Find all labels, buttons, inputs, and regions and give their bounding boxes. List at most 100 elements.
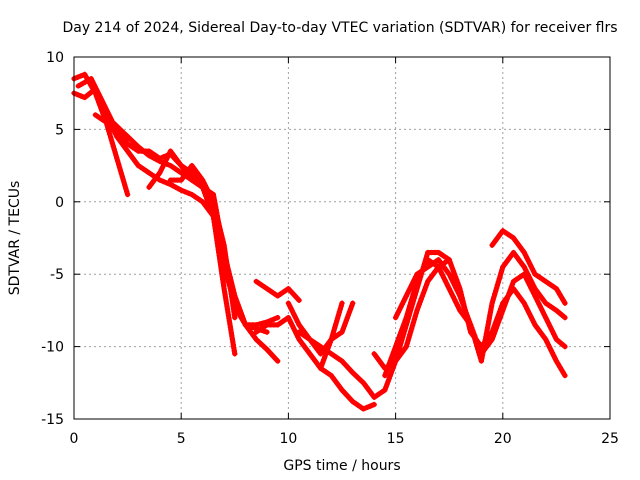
data-point [261, 284, 267, 290]
data-point [458, 296, 464, 302]
data-point [424, 281, 430, 287]
data-point [499, 267, 505, 273]
data-point [409, 282, 415, 288]
data-point [441, 253, 447, 259]
data-point [398, 304, 404, 310]
data-point [388, 370, 394, 376]
data-point [549, 328, 555, 334]
data-point [450, 268, 457, 274]
data-point [416, 302, 422, 308]
data-point [325, 345, 331, 351]
data-point [498, 313, 504, 319]
data-point [349, 303, 355, 309]
data-point [494, 322, 501, 328]
data-point [341, 323, 347, 329]
data-point [91, 81, 97, 87]
data-point [536, 301, 542, 307]
data-point [385, 378, 391, 384]
data-point [472, 337, 478, 343]
data-point [396, 335, 402, 341]
data-point [556, 310, 562, 316]
data-point [527, 260, 533, 266]
data-point [178, 187, 184, 193]
data-point [206, 191, 212, 197]
data-point [548, 325, 554, 332]
data-point [423, 284, 429, 290]
data-point [336, 331, 342, 337]
data-point [430, 260, 436, 266]
data-point [250, 322, 256, 328]
data-point [121, 179, 127, 186]
data-point [205, 199, 211, 205]
data-point [402, 317, 408, 324]
data-point [105, 125, 111, 131]
data-point [516, 275, 522, 281]
data-series [71, 71, 568, 412]
data-point [399, 301, 405, 307]
data-point [393, 315, 399, 321]
data-point [337, 385, 343, 391]
data-point [97, 95, 104, 101]
data-point [547, 344, 553, 351]
y-tick-label: -15 [41, 412, 64, 428]
y-tick-label: 0 [55, 195, 64, 211]
data-point [208, 207, 214, 214]
data-point [422, 266, 428, 272]
data-point [127, 136, 133, 142]
data-point [454, 287, 460, 294]
data-point [519, 247, 526, 253]
data-point [238, 310, 244, 316]
data-point [340, 326, 346, 332]
data-point [334, 315, 341, 321]
data-point [367, 403, 374, 409]
data-point [409, 296, 415, 303]
data-point [519, 298, 526, 304]
data-point [553, 358, 559, 364]
data-point [494, 282, 501, 288]
data-point [394, 341, 400, 347]
data-point [508, 284, 514, 290]
data-point [100, 100, 106, 106]
series-trace-8 [253, 315, 377, 412]
data-point [544, 339, 550, 345]
data-point [326, 371, 332, 377]
data-point [551, 353, 557, 359]
data-point [275, 293, 281, 299]
data-point [506, 290, 512, 296]
data-point [557, 291, 563, 298]
data-point [374, 392, 380, 399]
data-point [495, 319, 502, 325]
data-point [382, 372, 388, 379]
data-point [165, 153, 171, 160]
data-point [167, 181, 174, 188]
data-point [113, 152, 119, 158]
data-point [176, 160, 183, 166]
data-point [525, 258, 531, 264]
data-point [239, 313, 245, 319]
x-tick-label: 15 [387, 431, 405, 447]
data-point [522, 267, 529, 273]
data-point [421, 287, 428, 293]
data-point [178, 170, 184, 176]
data-point [552, 334, 558, 340]
data-point [236, 304, 242, 311]
data-point [437, 267, 443, 273]
data-point [410, 290, 417, 297]
data-point [98, 115, 104, 122]
data-point [548, 282, 554, 288]
data-point [502, 302, 508, 308]
data-point [533, 296, 539, 302]
data-point [387, 372, 393, 379]
data-point [386, 361, 392, 367]
data-point [352, 400, 358, 407]
data-point [389, 367, 395, 373]
data-point [181, 164, 187, 171]
data-point [358, 377, 364, 383]
data-point [441, 275, 447, 281]
data-point [446, 257, 452, 263]
data-point [442, 277, 448, 284]
data-point [78, 93, 84, 99]
data-point [143, 168, 149, 174]
data-point [334, 354, 340, 361]
data-point [496, 276, 502, 282]
